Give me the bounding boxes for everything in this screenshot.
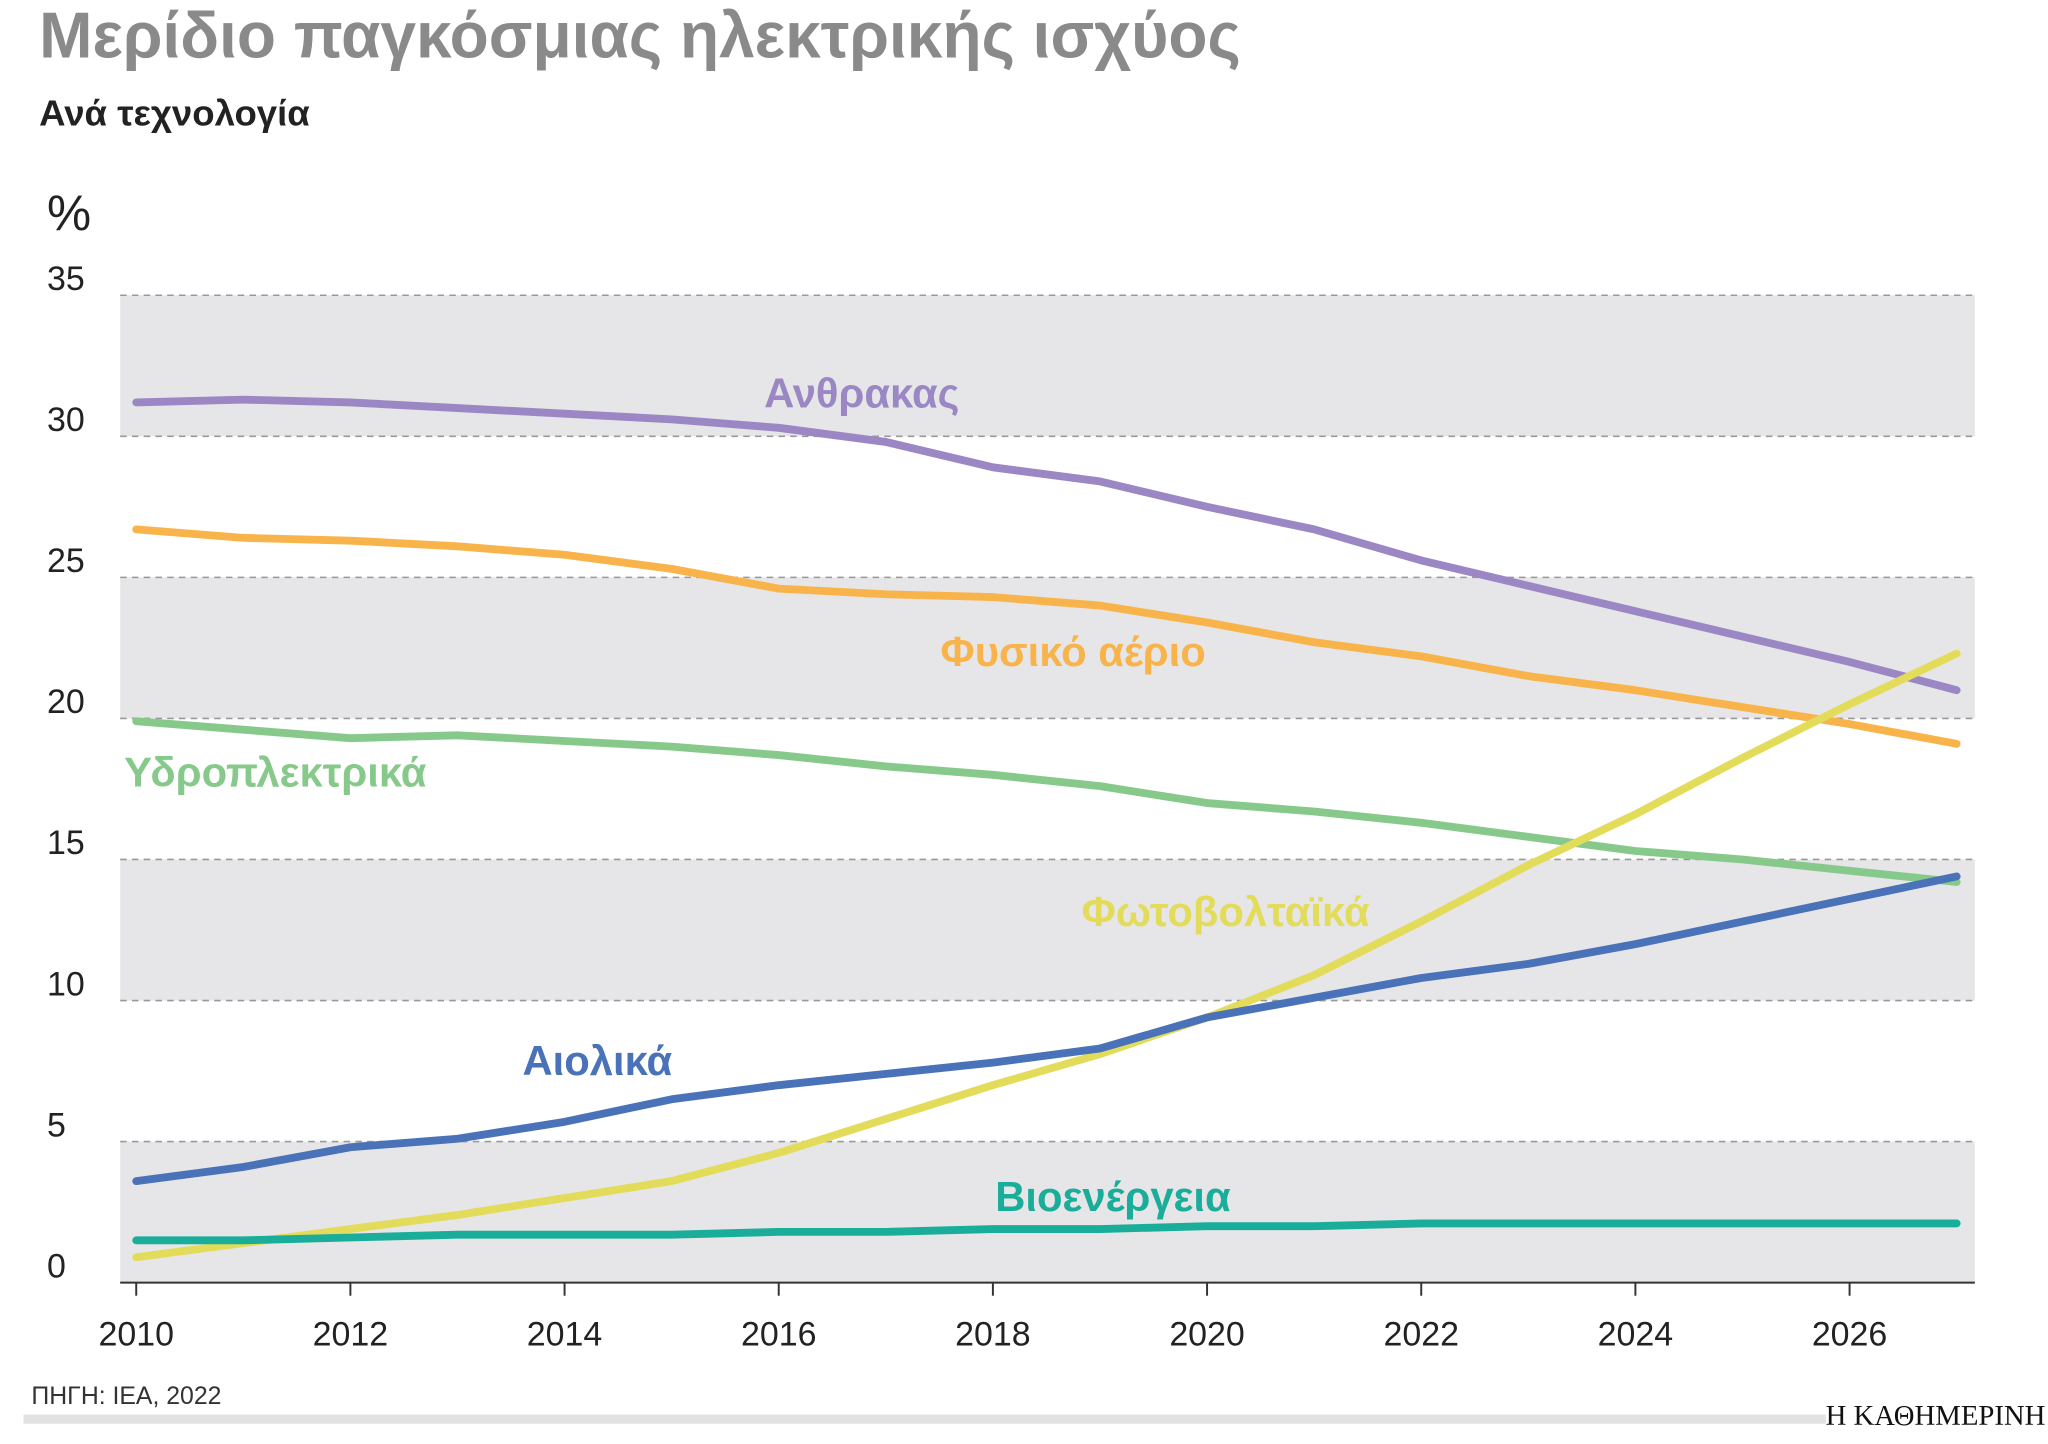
y-tick-label: 15 bbox=[47, 824, 85, 862]
y-tick-label: 30 bbox=[47, 401, 85, 439]
source: ΠΗΓΗ: IEA, 2022 bbox=[31, 1383, 221, 1410]
footer-bar bbox=[23, 1414, 1826, 1424]
x-tick-label: 2020 bbox=[1169, 1315, 1245, 1353]
series-line bbox=[132, 395, 1961, 695]
y-tick-label: 20 bbox=[47, 683, 85, 721]
series-label: Φυσικό αέριο bbox=[940, 628, 1205, 675]
series-label: Υδροπλεκτρικά bbox=[124, 748, 427, 795]
y-tick-label: 25 bbox=[47, 542, 85, 580]
y-tick-label: 5 bbox=[47, 1106, 66, 1144]
series-label: Αιολικά bbox=[522, 1037, 672, 1084]
x-tick-label: 2026 bbox=[1812, 1315, 1888, 1353]
band bbox=[120, 859, 1975, 1001]
series-line bbox=[132, 525, 1961, 748]
series-line bbox=[132, 717, 1961, 886]
brand: Η ΚΑΘΗΜΕΡΙΝΗ bbox=[1826, 1400, 2046, 1432]
chart-title: Μερίδιο παγκόσμιας ηλεκτρικής ισχύος bbox=[39, 0, 1241, 72]
x-tick-label: 2014 bbox=[527, 1315, 603, 1353]
chart-subtitle: Ανά τεχνολογία bbox=[39, 92, 310, 133]
y-tick-label: 10 bbox=[47, 965, 85, 1003]
series-label: Ανθρακας bbox=[764, 370, 959, 417]
series-line bbox=[132, 1219, 1961, 1245]
y-tick-label: 35 bbox=[47, 260, 85, 298]
series-line bbox=[132, 649, 1961, 1262]
x-tick-label: 2016 bbox=[741, 1315, 817, 1353]
x-tick-label: 2018 bbox=[955, 1315, 1031, 1353]
y-unit: % bbox=[47, 185, 91, 241]
x-tick-label: 2010 bbox=[98, 1315, 174, 1353]
band bbox=[120, 1141, 1975, 1283]
x-tick-label: 2022 bbox=[1383, 1315, 1459, 1353]
x-tick-label: 2024 bbox=[1598, 1315, 1674, 1353]
series-line bbox=[132, 872, 1961, 1186]
y-tick-label: 0 bbox=[47, 1247, 66, 1285]
x-tick-label: 2012 bbox=[313, 1315, 389, 1353]
band bbox=[120, 295, 1975, 437]
series-label: Βιοενέργεια bbox=[995, 1173, 1231, 1220]
series-label: Φωτοβολταϊκά bbox=[1081, 888, 1369, 935]
